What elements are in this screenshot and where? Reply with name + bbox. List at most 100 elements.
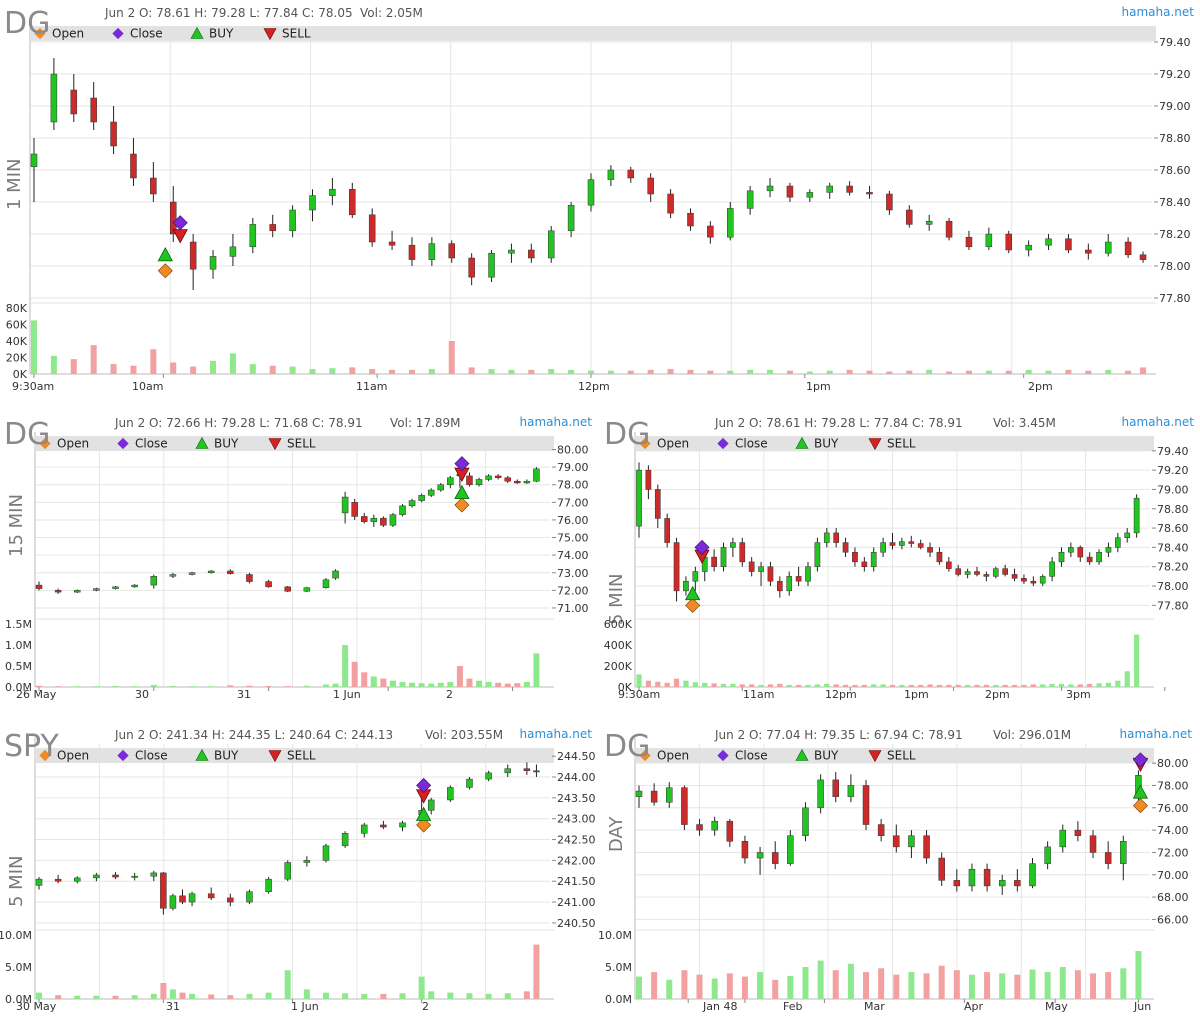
candle-body [805, 566, 811, 582]
price-tick-label: 244.50 [557, 750, 596, 763]
volume-bar [36, 685, 42, 687]
volume-bar [508, 369, 515, 374]
volume-bar [846, 369, 853, 374]
sell-legend-icon [268, 750, 282, 763]
volume-bar [974, 684, 980, 687]
volume-bar [985, 370, 992, 374]
buy-marker [157, 246, 173, 262]
legend-open-label: Open [57, 437, 89, 451]
volume-bar [926, 369, 933, 374]
volume-bar [93, 995, 100, 999]
candle-body [1074, 829, 1082, 836]
candle-body [802, 807, 809, 836]
candle-body [814, 542, 821, 567]
x-tick-label: 11am [743, 688, 774, 701]
volume-bar [349, 367, 356, 374]
volume-bar [309, 369, 316, 374]
price-tick-label: 78.80 [1157, 503, 1189, 516]
candle-body [664, 518, 670, 543]
volume-bar [227, 685, 234, 687]
chart-panel-dg-5min: Open Close BUY SELL DG Jun 2 O: 78.61 H: 79.2… [600, 410, 1200, 701]
volume-bar [322, 992, 329, 999]
open-marker [454, 497, 470, 513]
volume-bar [1044, 972, 1051, 999]
volume-tick-label: 10.0M [598, 929, 632, 942]
candle-body [523, 768, 531, 772]
volume-tick-label: 5.0M [605, 961, 632, 974]
candle-body [964, 571, 971, 575]
candle-body [74, 877, 81, 882]
candle-body [587, 179, 595, 206]
volume-bar [456, 666, 463, 687]
volume-bar [351, 661, 358, 687]
volume-bar [322, 684, 329, 687]
candle-body [938, 857, 945, 881]
candle-body [1096, 551, 1102, 563]
volume-bar [329, 368, 336, 374]
candle-body [447, 787, 454, 801]
candle-body [647, 177, 654, 195]
legend-bar [635, 748, 1154, 763]
candle-body [370, 517, 378, 522]
x-tick-label: 2 [446, 688, 453, 701]
candle-body [667, 193, 674, 214]
volume-bar [246, 993, 253, 999]
volume-bar [767, 369, 774, 374]
legend-open-label: Open [657, 437, 689, 451]
volume-bar [923, 973, 930, 999]
volume-bar [548, 369, 555, 374]
candle-body [528, 249, 535, 259]
volume-bar [1125, 370, 1132, 374]
candle-body [726, 820, 734, 842]
candle-body [485, 475, 492, 480]
price-tick-label: 80.00 [557, 444, 589, 457]
volume-bar [861, 684, 867, 687]
candle-body [1059, 829, 1067, 848]
volume-bar [408, 369, 415, 374]
volume-bar [749, 684, 755, 687]
volume-bar [1040, 684, 1046, 687]
grid-lines [35, 438, 550, 687]
volume-bar [265, 685, 272, 687]
symbol-label: DG [4, 417, 50, 452]
candle-body [786, 576, 793, 592]
candle-body [739, 542, 746, 563]
candle-body [284, 862, 291, 880]
x-tick-label: 12pm [578, 380, 610, 393]
sell-legend-icon [263, 28, 277, 41]
candle-body [427, 799, 435, 811]
open-legend-icon [34, 27, 46, 40]
sell-marker [172, 229, 188, 244]
candle-body [408, 244, 416, 260]
candle-body [906, 209, 913, 225]
volume-bar [70, 359, 77, 374]
volume-bar [741, 976, 748, 999]
candle-body [1058, 551, 1065, 563]
candle-body [847, 785, 855, 797]
volume-bar [647, 369, 654, 374]
volume-bar [627, 370, 634, 374]
candle-body [341, 833, 349, 847]
brand-label: hamaha.net [520, 415, 593, 429]
volume-info: Vol: 17.89M [390, 416, 461, 430]
volume-bar [265, 992, 272, 999]
candle-body [547, 230, 555, 259]
candle-body [1029, 863, 1036, 887]
volume-bar [1124, 671, 1130, 687]
candle-body [388, 241, 396, 246]
candle-body [504, 768, 511, 774]
candle-body [889, 542, 896, 546]
candle-body [207, 893, 215, 899]
candle-body [322, 845, 330, 861]
volume-bar [1115, 680, 1121, 687]
volume-bar [1134, 634, 1140, 687]
candle-body [893, 835, 900, 848]
volume-bar [150, 993, 157, 999]
volume-tick-label: 0K [618, 681, 633, 694]
candle-body [399, 822, 406, 828]
legend-bar [35, 748, 554, 763]
candle-body [189, 241, 197, 270]
buy-marker [415, 806, 432, 821]
brand-label: hamaha.net [1120, 727, 1193, 741]
candle-body [494, 475, 502, 478]
